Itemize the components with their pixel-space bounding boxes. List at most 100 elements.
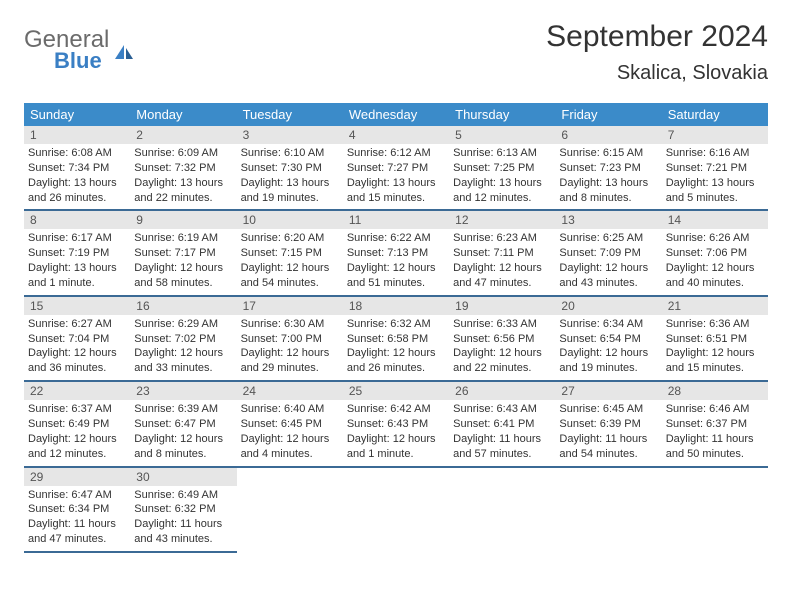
day-line: Sunset: 6:41 PM bbox=[453, 417, 551, 432]
day-line: Daylight: 11 hours bbox=[134, 517, 232, 532]
day-content: Sunrise: 6:13 AMSunset: 7:25 PMDaylight:… bbox=[449, 144, 555, 209]
day-number: 15 bbox=[24, 297, 130, 315]
day-line: Sunset: 7:19 PM bbox=[28, 246, 126, 261]
day-line: and 15 minutes. bbox=[666, 361, 764, 376]
day-content: Sunrise: 6:10 AMSunset: 7:30 PMDaylight:… bbox=[237, 144, 343, 209]
day-line: Daylight: 12 hours bbox=[666, 346, 764, 361]
day-cell: 17Sunrise: 6:30 AMSunset: 7:00 PMDayligh… bbox=[237, 297, 343, 380]
day-line: Sunrise: 6:17 AM bbox=[28, 231, 126, 246]
day-content: Sunrise: 6:42 AMSunset: 6:43 PMDaylight:… bbox=[343, 400, 449, 465]
day-line: Sunrise: 6:25 AM bbox=[559, 231, 657, 246]
day-number: 29 bbox=[24, 468, 130, 486]
day-cell: 14 Sunrise: 6:26 AMSunset: 7:06 PMDayligh… bbox=[662, 211, 768, 294]
day-number: 20 bbox=[555, 297, 661, 315]
day-line: Sunset: 7:09 PM bbox=[559, 246, 657, 261]
day-cell: 2Sunrise: 6:09 AMSunset: 7:32 PMDaylight… bbox=[130, 126, 236, 209]
day-cell: 18Sunrise: 6:32 AMSunset: 6:58 PMDayligh… bbox=[343, 297, 449, 380]
weekday-label: Thursday bbox=[449, 103, 555, 126]
day-cell: 19Sunrise: 6:33 AMSunset: 6:56 PMDayligh… bbox=[449, 297, 555, 380]
day-line: Sunrise: 6:43 AM bbox=[453, 402, 551, 417]
day-line: and 33 minutes. bbox=[134, 361, 232, 376]
day-cell: 24Sunrise: 6:40 AMSunset: 6:45 PMDayligh… bbox=[237, 382, 343, 465]
day-cell: 21Sunrise: 6:36 AMSunset: 6:51 PMDayligh… bbox=[662, 297, 768, 380]
day-line: Daylight: 12 hours bbox=[134, 432, 232, 447]
day-cell: 26Sunrise: 6:43 AMSunset: 6:41 PMDayligh… bbox=[449, 382, 555, 465]
day-cell: 23Sunrise: 6:39 AMSunset: 6:47 PMDayligh… bbox=[130, 382, 236, 465]
day-cell: 4Sunrise: 6:12 AMSunset: 7:27 PMDaylight… bbox=[343, 126, 449, 209]
day-line: Daylight: 13 hours bbox=[28, 261, 126, 276]
day-cell: 6Sunrise: 6:15 AMSunset: 7:23 PMDaylight… bbox=[555, 126, 661, 209]
day-line: Sunrise: 6:08 AM bbox=[28, 146, 126, 161]
day-cell: 25Sunrise: 6:42 AMSunset: 6:43 PMDayligh… bbox=[343, 382, 449, 465]
day-content: Sunrise: 6:43 AMSunset: 6:41 PMDaylight:… bbox=[449, 400, 555, 465]
day-line: Sunrise: 6:40 AM bbox=[241, 402, 339, 417]
day-line: Sunset: 7:13 PM bbox=[347, 246, 445, 261]
day-line: Sunset: 6:47 PM bbox=[134, 417, 232, 432]
day-line: Daylight: 11 hours bbox=[559, 432, 657, 447]
day-line: Sunset: 7:04 PM bbox=[28, 332, 126, 347]
day-line: Sunrise: 6:19 AM bbox=[134, 231, 232, 246]
weekday-label: Wednesday bbox=[343, 103, 449, 126]
day-number: 12 bbox=[449, 211, 555, 229]
day-content: Sunrise: 6:33 AMSunset: 6:56 PMDaylight:… bbox=[449, 315, 555, 380]
day-content: Sunrise: 6:20 AMSunset: 7:15 PMDaylight:… bbox=[237, 229, 343, 294]
day-cell bbox=[555, 468, 661, 553]
day-cell: 20Sunrise: 6:34 AMSunset: 6:54 PMDayligh… bbox=[555, 297, 661, 380]
day-line: Daylight: 12 hours bbox=[666, 261, 764, 276]
day-cell bbox=[343, 468, 449, 553]
day-line: Daylight: 12 hours bbox=[134, 261, 232, 276]
day-content: Sunrise: 6:49 AMSunset: 6:32 PMDaylight:… bbox=[130, 486, 236, 551]
day-line: Sunset: 7:00 PM bbox=[241, 332, 339, 347]
day-line: and 43 minutes. bbox=[134, 532, 232, 547]
day-line: Daylight: 13 hours bbox=[28, 176, 126, 191]
day-line: and 4 minutes. bbox=[241, 447, 339, 462]
day-line: Sunrise: 6:13 AM bbox=[453, 146, 551, 161]
day-content: Sunrise: 6:08 AMSunset: 7:34 PMDaylight:… bbox=[24, 144, 130, 209]
day-cell: 27Sunrise: 6:45 AMSunset: 6:39 PMDayligh… bbox=[555, 382, 661, 465]
day-line: and 58 minutes. bbox=[134, 276, 232, 291]
day-line: Sunrise: 6:26 AM bbox=[666, 231, 764, 246]
day-line: and 26 minutes. bbox=[347, 361, 445, 376]
day-line: Daylight: 12 hours bbox=[347, 346, 445, 361]
day-line: and 57 minutes. bbox=[453, 447, 551, 462]
weekday-label: Sunday bbox=[24, 103, 130, 126]
day-line: Daylight: 13 hours bbox=[666, 176, 764, 191]
day-line: Sunrise: 6:09 AM bbox=[134, 146, 232, 161]
day-line: Sunrise: 6:42 AM bbox=[347, 402, 445, 417]
day-number: 14 bbox=[662, 211, 768, 229]
day-content: Sunrise: 6:34 AMSunset: 6:54 PMDaylight:… bbox=[555, 315, 661, 380]
day-line: Sunrise: 6:32 AM bbox=[347, 317, 445, 332]
day-content: Sunrise: 6:45 AMSunset: 6:39 PMDaylight:… bbox=[555, 400, 661, 465]
day-line: Sunset: 6:54 PM bbox=[559, 332, 657, 347]
day-line: Sunset: 7:06 PM bbox=[666, 246, 764, 261]
day-cell: 13Sunrise: 6:25 AMSunset: 7:09 PMDayligh… bbox=[555, 211, 661, 294]
day-number: 28 bbox=[662, 382, 768, 400]
day-number: 23 bbox=[130, 382, 236, 400]
day-number: 13 bbox=[555, 211, 661, 229]
day-number: 3 bbox=[237, 126, 343, 144]
day-line: Daylight: 13 hours bbox=[347, 176, 445, 191]
day-content: Sunrise: 6:12 AMSunset: 7:27 PMDaylight:… bbox=[343, 144, 449, 209]
day-line: and 19 minutes. bbox=[559, 361, 657, 376]
day-line: and 50 minutes. bbox=[666, 447, 764, 462]
day-line: Daylight: 13 hours bbox=[241, 176, 339, 191]
day-line: Sunrise: 6:49 AM bbox=[134, 488, 232, 503]
day-content: Sunrise: 6:22 AMSunset: 7:13 PMDaylight:… bbox=[343, 229, 449, 294]
logo: General Blue bbox=[24, 26, 135, 74]
day-line: Sunset: 7:15 PM bbox=[241, 246, 339, 261]
day-line: Daylight: 12 hours bbox=[241, 261, 339, 276]
day-line: Sunset: 7:23 PM bbox=[559, 161, 657, 176]
day-line: Sunset: 6:51 PM bbox=[666, 332, 764, 347]
day-cell bbox=[449, 468, 555, 553]
day-number: 4 bbox=[343, 126, 449, 144]
day-number: 26 bbox=[449, 382, 555, 400]
day-line: and 8 minutes. bbox=[134, 447, 232, 462]
day-number: 27 bbox=[555, 382, 661, 400]
day-line: Sunrise: 6:34 AM bbox=[559, 317, 657, 332]
day-cell: 22Sunrise: 6:37 AMSunset: 6:49 PMDayligh… bbox=[24, 382, 130, 465]
day-cell: 8Sunrise: 6:17 AMSunset: 7:19 PMDaylight… bbox=[24, 211, 130, 294]
day-line: Sunrise: 6:37 AM bbox=[28, 402, 126, 417]
day-line: and 1 minute. bbox=[347, 447, 445, 462]
day-line: and 19 minutes. bbox=[241, 191, 339, 206]
week-row: 22Sunrise: 6:37 AMSunset: 6:49 PMDayligh… bbox=[24, 382, 768, 467]
